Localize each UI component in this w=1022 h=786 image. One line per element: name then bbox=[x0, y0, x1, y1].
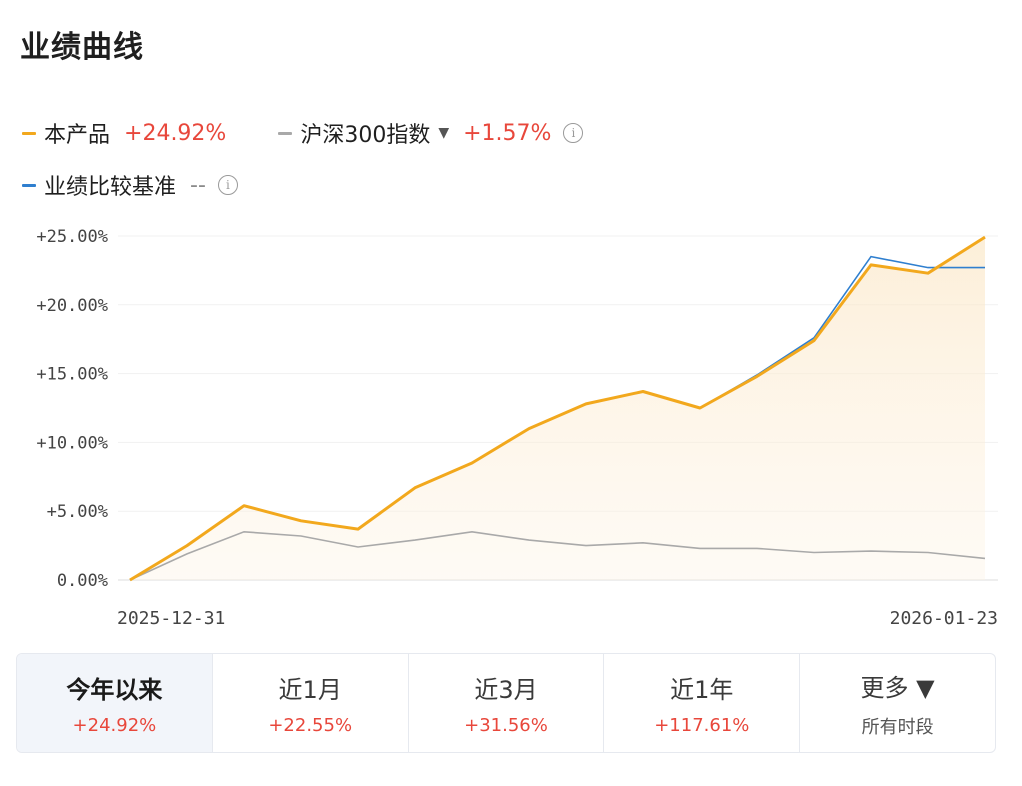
y-tick-label: +25.00% bbox=[36, 227, 108, 247]
y-tick-label: +10.00% bbox=[36, 433, 108, 453]
benchmark-info-icon[interactable]: i bbox=[217, 175, 238, 195]
legend-item-benchmark[interactable]: 业绩比较基准 -- i bbox=[22, 169, 238, 201]
legend-swatch-benchmark bbox=[22, 183, 36, 187]
x-tick-end: 2026-01-23 bbox=[890, 608, 998, 629]
legend-row-2: 业绩比较基准 -- i bbox=[22, 168, 290, 202]
tab-3m-label: 近3月 bbox=[474, 676, 538, 704]
legend-name-benchmark: 业绩比较基准 bbox=[44, 175, 177, 200]
y-axis: +25.00% +20.00% +15.00% +10.00% +5.00% 0.00% bbox=[36, 227, 108, 591]
legend-value-benchmark: -- bbox=[190, 172, 206, 198]
tab-3m[interactable]: 近3月 +31.56% bbox=[407, 654, 604, 752]
period-tabs: 今年以来 +24.92% 近1月 +22.55% 近3月 +31.56% 近1年… bbox=[16, 653, 996, 753]
tab-more[interactable]: 更多 ▼ 所有时段 bbox=[799, 654, 995, 752]
tab-3m-value: +31.56% bbox=[464, 715, 548, 736]
tab-1m[interactable]: 近1月 +22.55% bbox=[211, 654, 408, 752]
legend-value-product: +24.92% bbox=[124, 120, 227, 146]
page-title: 业绩曲线 bbox=[20, 30, 144, 65]
y-tick-label: 0.00% bbox=[57, 571, 108, 591]
series-line-index bbox=[129, 530, 986, 581]
tab-ytd-label: 今年以来 bbox=[66, 676, 163, 704]
legend-row-1: 本产品 +24.92% 沪深300指数 ▼ +1.57% i bbox=[22, 116, 635, 150]
legend-item-product[interactable]: 本产品 +24.92% bbox=[22, 117, 226, 149]
legend-value-index: +1.57% bbox=[463, 120, 552, 146]
performance-chart: +25.00%+20.00%+15.00%+10.00%+5.00%0.00% … bbox=[36, 227, 998, 629]
index-dropdown-caret-icon[interactable]: ▼ bbox=[438, 125, 450, 141]
legend-swatch-index bbox=[278, 131, 293, 135]
legend-name-product: 本产品 bbox=[44, 123, 111, 148]
series-line-product bbox=[129, 235, 986, 582]
tab-ytd[interactable]: 今年以来 +24.92% bbox=[17, 654, 212, 752]
y-tick-label: +15.00% bbox=[36, 365, 108, 385]
index-info-icon[interactable]: i bbox=[563, 123, 584, 143]
tab-1y-label: 近1年 bbox=[670, 676, 734, 704]
tab-more-value: 所有时段 bbox=[861, 716, 934, 738]
tab-ytd-value: +24.92% bbox=[72, 715, 157, 736]
y-tick-label: +20.00% bbox=[36, 296, 108, 316]
tab-1m-value: +22.55% bbox=[268, 715, 353, 736]
x-tick-start: 2025-12-31 bbox=[117, 608, 225, 629]
tab-1m-label: 近1月 bbox=[278, 676, 342, 704]
product-area-fill bbox=[130, 237, 985, 580]
legend-item-index[interactable]: 沪深300指数 ▼ +1.57% i bbox=[278, 117, 584, 149]
tab-1y-value: +117.61% bbox=[654, 715, 750, 736]
legend-name-index: 沪深300指数 bbox=[300, 123, 431, 148]
legend-swatch-product bbox=[22, 131, 36, 135]
tab-1y[interactable]: 近1年 +117.61% bbox=[603, 654, 799, 752]
tab-more-label: 更多 ▼ bbox=[860, 673, 935, 702]
y-tick-label: +5.00% bbox=[47, 502, 108, 522]
